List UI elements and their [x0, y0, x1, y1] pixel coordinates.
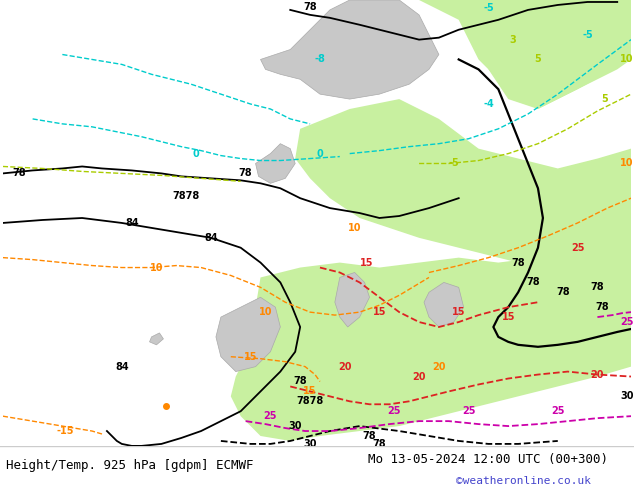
Text: 78: 78 [363, 431, 377, 441]
Text: 15: 15 [501, 312, 515, 322]
Polygon shape [335, 272, 370, 327]
Text: 10: 10 [259, 307, 272, 317]
Text: 15: 15 [303, 387, 317, 396]
Text: 78: 78 [556, 287, 569, 297]
Text: 25: 25 [571, 243, 585, 253]
Text: 10: 10 [150, 263, 163, 272]
Text: 25: 25 [621, 317, 634, 327]
Text: 30: 30 [303, 439, 317, 449]
Polygon shape [150, 333, 164, 345]
Text: 5: 5 [534, 54, 541, 65]
Text: -5: -5 [448, 158, 459, 169]
Text: 0: 0 [316, 148, 323, 159]
Text: 78: 78 [303, 2, 317, 12]
Text: Mo 13-05-2024 12:00 UTC (00+300): Mo 13-05-2024 12:00 UTC (00+300) [368, 453, 608, 466]
Text: 15: 15 [244, 352, 257, 362]
Polygon shape [216, 297, 280, 371]
Text: 10: 10 [348, 223, 361, 233]
Text: 15: 15 [452, 307, 465, 317]
Text: 25: 25 [387, 406, 401, 416]
Text: 30: 30 [288, 421, 302, 431]
Text: 78: 78 [595, 302, 609, 312]
Text: -5: -5 [483, 3, 494, 13]
Text: 78: 78 [373, 439, 386, 449]
Polygon shape [424, 282, 463, 327]
Text: 25: 25 [551, 406, 564, 416]
Text: 78: 78 [13, 169, 27, 178]
Text: 15: 15 [359, 258, 373, 268]
Text: ©weatheronline.co.uk: ©weatheronline.co.uk [456, 476, 592, 486]
Text: 20: 20 [338, 362, 351, 371]
Text: -5: -5 [582, 30, 593, 40]
Text: 78: 78 [294, 376, 307, 387]
Polygon shape [261, 0, 439, 99]
Text: 84: 84 [115, 362, 129, 371]
Text: 5: 5 [601, 94, 608, 104]
Text: -8: -8 [314, 54, 325, 65]
Text: -4: -4 [483, 99, 494, 109]
Text: 25: 25 [264, 411, 277, 421]
Text: 20: 20 [591, 369, 604, 380]
Text: 7878: 7878 [172, 191, 200, 201]
Polygon shape [558, 148, 631, 317]
Polygon shape [256, 144, 295, 183]
Text: 15: 15 [373, 307, 386, 317]
Polygon shape [295, 99, 631, 268]
Text: 84: 84 [204, 233, 218, 243]
Text: 78: 78 [239, 169, 252, 178]
Text: 25: 25 [462, 406, 476, 416]
Text: 78: 78 [591, 282, 604, 293]
Text: 78: 78 [512, 258, 525, 268]
Polygon shape [488, 0, 631, 109]
Text: 30: 30 [621, 392, 634, 401]
Text: -15: -15 [56, 426, 74, 436]
Text: 3: 3 [510, 35, 517, 45]
Text: 78: 78 [526, 277, 540, 288]
Text: 7878: 7878 [297, 396, 324, 406]
Text: Height/Temp. 925 hPa [gdpm] ECMWF: Height/Temp. 925 hPa [gdpm] ECMWF [6, 459, 254, 472]
Text: 10: 10 [621, 54, 634, 65]
Text: 20: 20 [432, 362, 446, 371]
Text: 20: 20 [412, 371, 426, 382]
Text: 10: 10 [621, 158, 634, 169]
Text: 84: 84 [125, 218, 138, 228]
Text: 0: 0 [193, 148, 200, 159]
Polygon shape [231, 253, 631, 441]
Polygon shape [310, 0, 631, 109]
